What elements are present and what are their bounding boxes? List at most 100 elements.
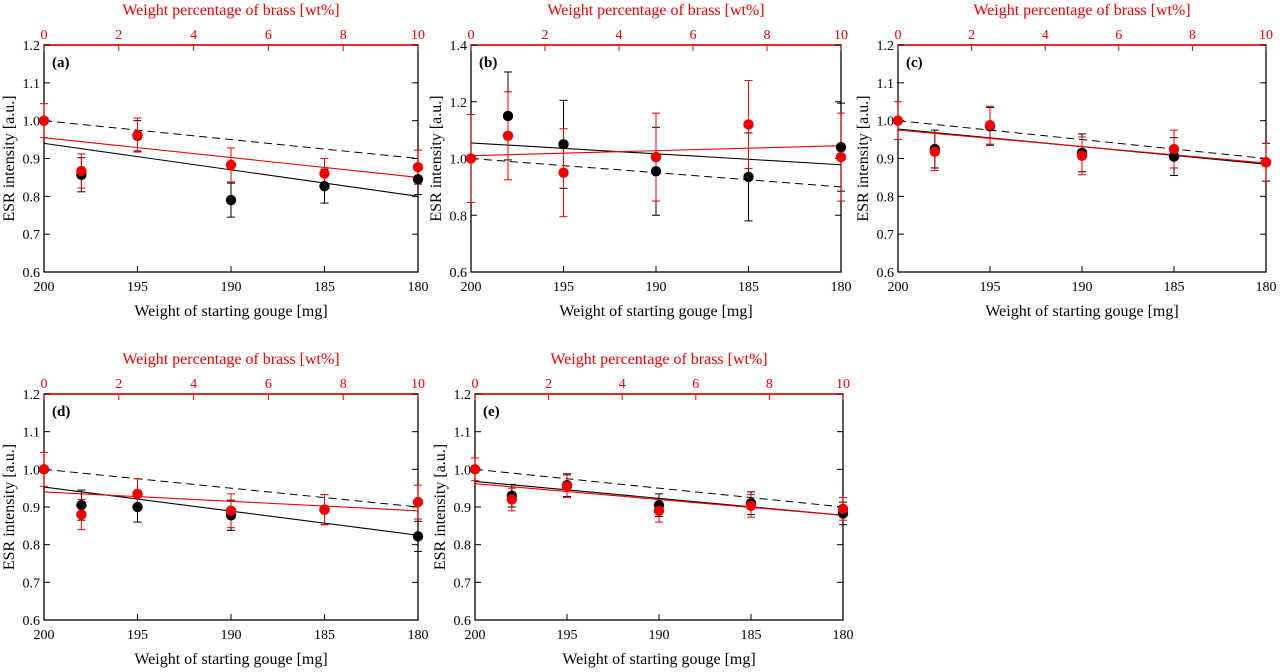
red-data-point [653, 505, 665, 516]
panel-e: 200 195 190 185 180 0 2 4 6 8 10 0.6 0.7 0.8 0.9 1.0 1.1… [432, 351, 854, 668]
x2-tick-label: 6 [690, 28, 697, 43]
x-tick-label: 200 [888, 280, 909, 295]
y-tick-label: 1.4 [450, 39, 468, 54]
x-tick-label: 180 [833, 628, 854, 643]
black-data-point [1168, 151, 1180, 162]
x2-axis-title: Weight percentage of brass [wt%] [122, 2, 339, 19]
x-tick-label: 195 [980, 280, 1001, 295]
red-data-point [469, 464, 481, 475]
reference-line [475, 468, 843, 508]
x-tick-label: 185 [1164, 280, 1185, 295]
x-tick-label: 180 [408, 628, 429, 643]
panel-label: (a) [52, 55, 70, 71]
x2-tick-label: 8 [764, 28, 771, 43]
black-data-point [743, 171, 754, 183]
x2-tick-label: 2 [542, 28, 549, 43]
red-data-point [319, 168, 330, 179]
y-tick-label: 0.6 [877, 266, 895, 281]
x-tick-label: 185 [741, 628, 762, 643]
red-data-point [132, 488, 143, 500]
black-data-point [558, 139, 569, 150]
x-tick-label: 180 [408, 280, 429, 295]
red-data-point [1260, 157, 1272, 168]
black-data-point [835, 141, 847, 153]
x2-axis-title: Weight percentage of brass [wt%] [547, 2, 764, 19]
red-data-point [412, 496, 424, 508]
y-tick-label: 1.0 [877, 115, 895, 130]
y-tick-label: 0.7 [877, 228, 895, 243]
x-tick-label: 195 [127, 628, 148, 643]
y-tick-label: 1.0 [23, 115, 41, 130]
y-tick-label: 0.8 [23, 190, 41, 205]
y-tick-label: 0.9 [454, 501, 472, 516]
black-data-point [132, 501, 143, 513]
x2-tick-label: 0 [895, 28, 902, 43]
x2-tick-label: 0 [41, 28, 48, 43]
red-data-point [561, 481, 573, 492]
panel-c: 200 195 190 185 180 0 2 4 6 8 10 0.6 0.7 0.8 0.9 1.0 1.1… [855, 2, 1277, 320]
x-tick-label: 200 [34, 280, 55, 295]
red-data-point [319, 504, 330, 515]
x-tick-label: 195 [557, 628, 578, 643]
red-data-point [225, 159, 237, 171]
x2-axis-title: Weight percentage of brass [wt%] [550, 351, 767, 368]
red-data-point [132, 129, 143, 141]
x2-tick-label: 2 [545, 377, 552, 392]
reference-line [44, 468, 418, 508]
y-axis-title: ESR intensity [a.u.] [432, 444, 449, 570]
red-data-point [1168, 143, 1180, 155]
red-data-point [745, 500, 757, 512]
y-tick-label: 0.7 [23, 576, 41, 591]
y-tick-label: 1.2 [23, 39, 41, 54]
red-data-point [929, 146, 940, 157]
x-tick-label: 200 [34, 628, 55, 643]
x-tick-label: 195 [553, 280, 574, 295]
y-tick-label: 0.9 [23, 153, 41, 168]
x2-tick-label: 4 [190, 377, 197, 392]
red-data-point [743, 119, 754, 130]
y-tick-label: 0.8 [450, 209, 468, 224]
x2-tick-label: 8 [340, 28, 347, 43]
panel-a: 200 195 190 185 180 0 2 4 6 8 10 0.6 0.7 0.8 0.9 1.0 1.1… [1, 2, 429, 320]
x2-tick-label: 10 [836, 377, 850, 392]
panel-label: (d) [52, 404, 70, 420]
y-tick-label: 0.6 [454, 614, 472, 629]
y-tick-label: 1.1 [877, 77, 895, 92]
y-axis-title: ESR intensity [a.u.] [1, 444, 18, 570]
x2-tick-label: 2 [115, 377, 122, 392]
black-data-point [319, 180, 330, 192]
y-axis-title: ESR intensity [a.u.] [855, 95, 872, 221]
red-data-point [558, 167, 569, 178]
red-data-point [892, 115, 904, 126]
x2-tick-label: 8 [1189, 28, 1196, 43]
x-tick-label: 200 [465, 628, 486, 643]
x2-tick-label: 4 [619, 377, 626, 392]
black-data-point [412, 174, 424, 185]
y-tick-label: 1.2 [877, 39, 895, 54]
black-data-point [412, 531, 424, 542]
x2-tick-label: 4 [1042, 28, 1049, 43]
x-tick-label: 190 [221, 280, 242, 295]
red-data-point [835, 151, 847, 163]
y-tick-label: 1.0 [23, 463, 41, 478]
x-tick-label: 180 [1256, 280, 1277, 295]
x-axis-title: Weight of starting gouge [mg] [134, 651, 327, 668]
y-tick-label: 0.6 [23, 266, 41, 281]
y-tick-label: 0.6 [450, 266, 468, 281]
x-tick-label: 190 [646, 280, 667, 295]
reference-line [44, 120, 418, 159]
x2-tick-label: 2 [115, 28, 122, 43]
black-data-point [650, 166, 662, 177]
red-data-point [465, 153, 477, 164]
panel-label: (e) [483, 404, 500, 420]
black-data-point [225, 194, 237, 206]
y-tick-label: 0.7 [454, 576, 472, 591]
red-data-point [38, 464, 50, 475]
red-data-point [76, 509, 87, 520]
x-tick-label: 180 [831, 280, 852, 295]
panel-d: 200 195 190 185 180 0 2 4 6 8 10 0.6 0.7 0.8 0.9 1.0 1.1… [1, 351, 429, 668]
y-tick-label: 1.1 [23, 426, 41, 441]
y-tick-label: 0.9 [23, 501, 41, 516]
x2-tick-label: 6 [265, 28, 272, 43]
